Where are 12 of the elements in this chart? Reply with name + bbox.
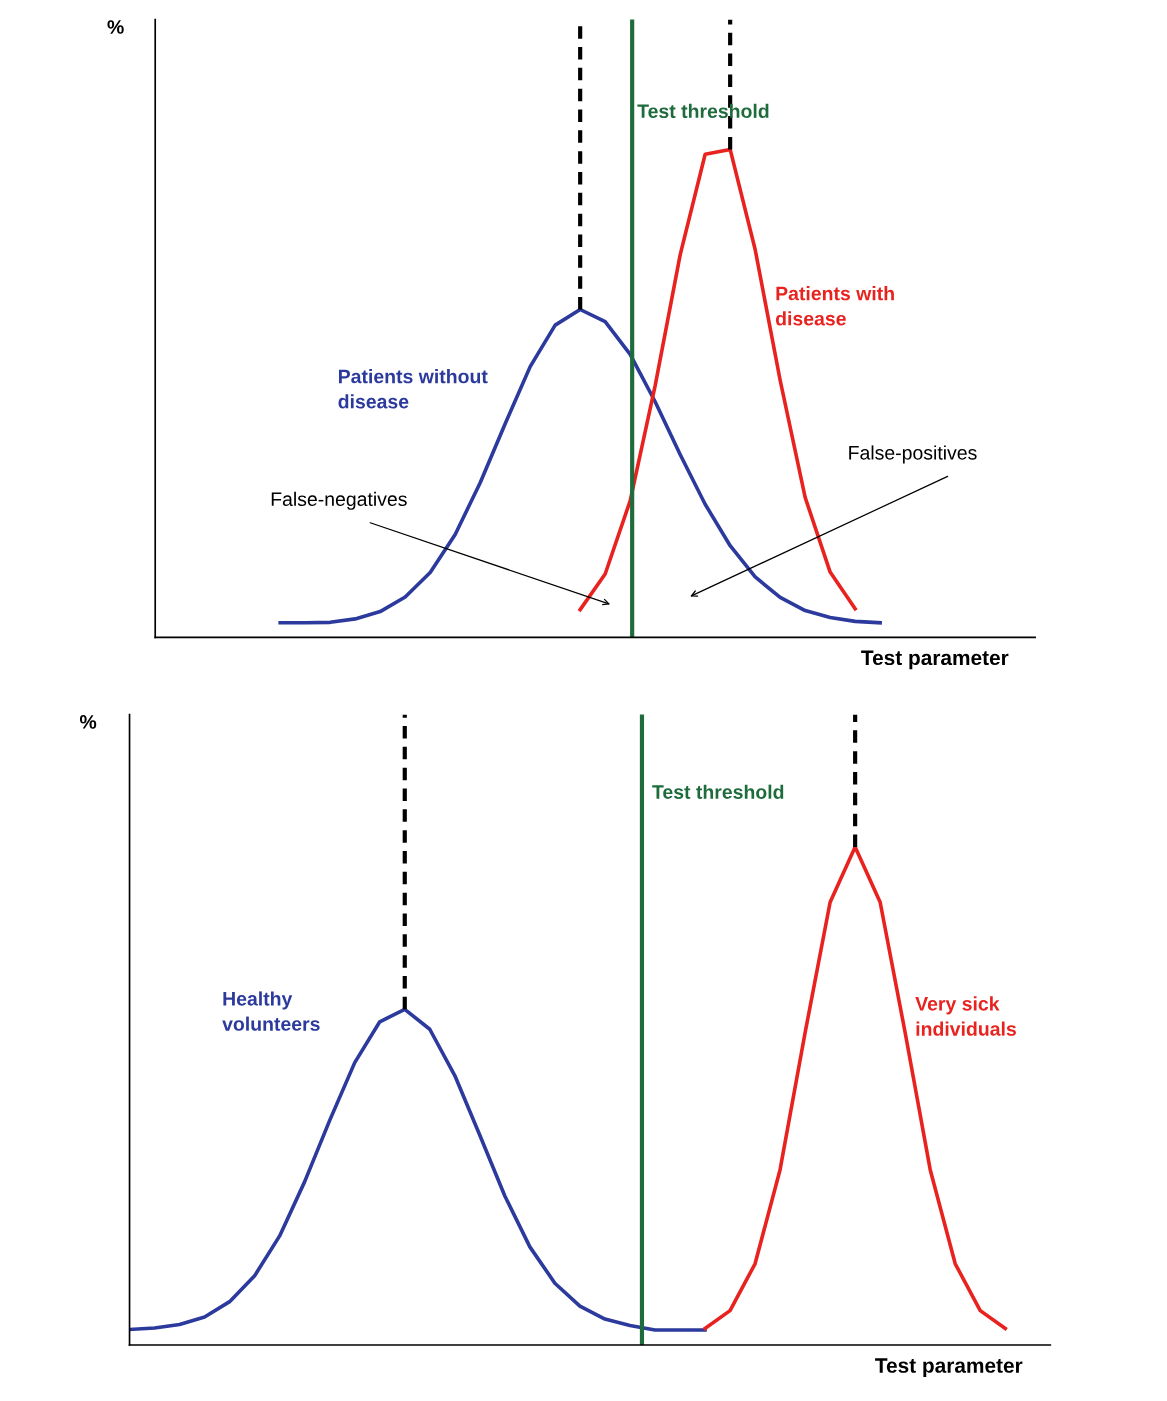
series-label: Very sick individuals xyxy=(915,996,1016,1036)
annotation: False-positives xyxy=(849,445,977,464)
text: Healthy volunteers xyxy=(222,991,320,1031)
y-axis-title: % xyxy=(107,20,124,34)
series-label: Patients with disease xyxy=(775,286,894,326)
x-axis-title: Test parameter xyxy=(861,650,1009,670)
x-axis-title: Test parameter xyxy=(875,1358,1023,1377)
text: Test threshold xyxy=(652,784,784,799)
text: Test threshold xyxy=(637,103,769,119)
annotation: False-negatives xyxy=(271,491,407,510)
series-label: Patients without disease xyxy=(338,369,488,409)
y-axis-title: % xyxy=(79,715,97,729)
